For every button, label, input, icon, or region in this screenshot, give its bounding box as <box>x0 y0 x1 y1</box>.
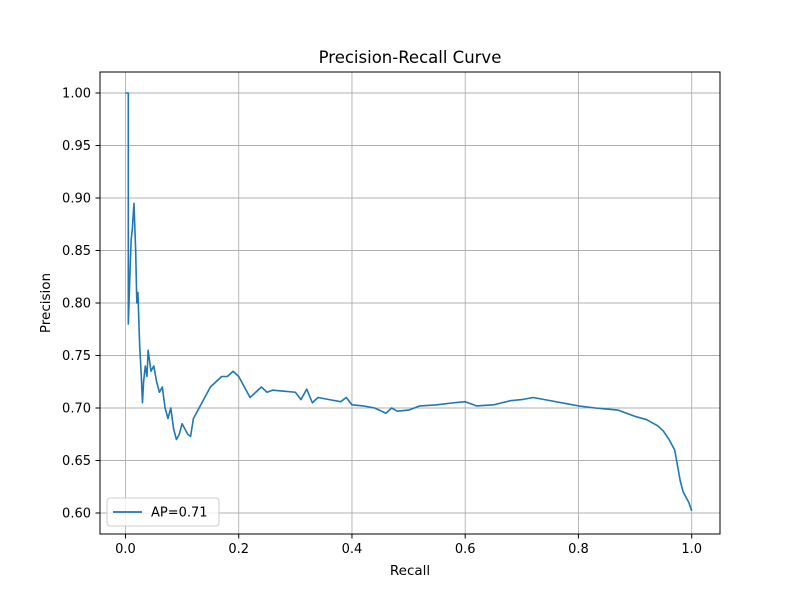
legend-box <box>106 497 220 527</box>
y-tick-label: 0.95 <box>62 139 91 154</box>
y-tick-label: 1.00 <box>62 87 91 102</box>
y-tick-label: 0.70 <box>62 402 91 417</box>
y-tick-label: 0.60 <box>62 507 91 522</box>
x-tick-label: 0.6 <box>455 542 476 557</box>
series-layer <box>125 92 693 512</box>
x-tick-label: 0.0 <box>115 542 136 557</box>
x-tick-label: 0.4 <box>342 542 363 557</box>
y-axis-ticks: 0.60 0.65 0.70 0.75 0.80 0.85 0.90 0.95 1.00 <box>62 87 100 522</box>
x-axis-label: Recall <box>390 563 430 579</box>
legend-entry-label: AP=0.71 <box>151 506 208 521</box>
x-tick-label: 0.2 <box>228 542 249 557</box>
y-tick-label: 0.85 <box>62 244 91 259</box>
y-axis-label: Precision <box>38 273 54 333</box>
series-line-0 <box>125 92 693 512</box>
y-tick-label: 0.80 <box>62 297 91 312</box>
x-tick-label: 0.8 <box>568 542 589 557</box>
x-axis-ticks: 0.0 0.2 0.4 0.6 0.8 1.0 <box>115 534 702 557</box>
grid-lines <box>100 72 720 534</box>
y-tick-label: 0.65 <box>62 454 91 469</box>
x-tick-label: 1.0 <box>681 542 702 557</box>
chart-title: Precision-Recall Curve <box>319 48 502 67</box>
y-tick-label: 0.75 <box>62 349 91 364</box>
legend: AP=0.71 <box>106 497 220 527</box>
y-tick-label: 0.90 <box>62 192 91 207</box>
